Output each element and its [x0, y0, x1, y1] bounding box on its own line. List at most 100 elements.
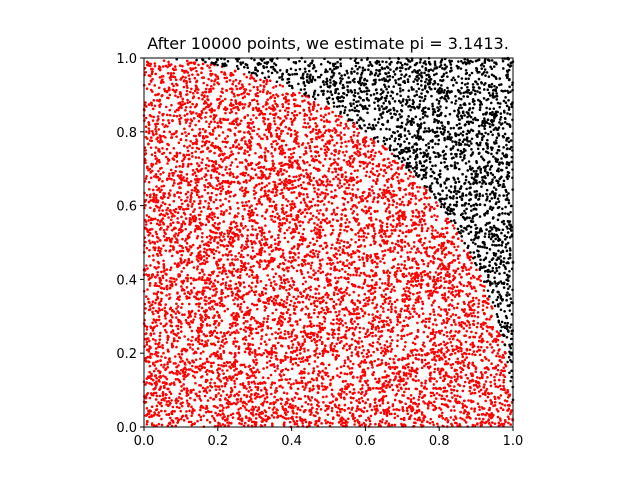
point-inside — [270, 235, 274, 238]
point-inside — [234, 221, 238, 225]
point-inside — [212, 398, 215, 401]
point-inside — [427, 404, 430, 407]
point-inside — [447, 308, 451, 311]
point-inside — [213, 419, 217, 422]
point-inside — [304, 280, 308, 283]
point-inside — [420, 223, 424, 227]
point-inside — [252, 114, 255, 117]
point-inside — [390, 383, 394, 387]
point-inside — [149, 176, 153, 180]
point-inside — [168, 286, 172, 290]
point-inside — [393, 398, 397, 402]
point-outside — [385, 138, 388, 142]
point-inside — [216, 121, 219, 125]
point-inside — [230, 313, 234, 316]
point-inside — [341, 346, 345, 350]
point-inside — [236, 93, 240, 97]
point-inside — [251, 233, 255, 237]
point-inside — [248, 395, 252, 399]
point-inside — [483, 300, 487, 303]
point-outside — [431, 102, 434, 106]
point-inside — [191, 202, 194, 206]
point-inside — [406, 412, 410, 416]
point-inside — [364, 145, 367, 148]
point-outside — [329, 90, 332, 94]
point-outside — [418, 147, 422, 151]
point-inside — [315, 343, 318, 347]
point-inside — [371, 344, 374, 348]
point-inside — [353, 339, 357, 343]
point-inside — [198, 244, 202, 248]
point-inside — [493, 382, 497, 386]
point-outside — [441, 124, 444, 127]
point-inside — [191, 335, 194, 339]
point-inside — [250, 161, 254, 165]
point-inside — [245, 204, 249, 207]
point-inside — [472, 350, 476, 353]
point-inside — [401, 200, 404, 204]
point-inside — [362, 355, 365, 358]
point-inside — [281, 316, 285, 319]
point-outside — [420, 92, 423, 95]
point-inside — [212, 417, 216, 420]
point-inside — [471, 296, 475, 300]
point-inside — [192, 117, 196, 120]
point-inside — [144, 177, 148, 180]
point-inside — [462, 249, 466, 252]
point-inside — [220, 288, 224, 292]
point-inside — [189, 105, 192, 109]
point-inside — [300, 405, 304, 408]
point-inside — [160, 417, 163, 421]
point-inside — [171, 315, 174, 319]
point-inside — [318, 338, 322, 342]
point-inside — [402, 287, 406, 291]
point-inside — [174, 78, 178, 82]
point-inside — [170, 399, 173, 402]
point-inside — [200, 339, 204, 342]
point-outside — [374, 124, 378, 127]
point-outside — [494, 237, 498, 241]
point-outside — [457, 167, 461, 171]
point-inside — [326, 420, 330, 424]
point-inside — [162, 244, 165, 247]
point-inside — [422, 341, 426, 344]
point-inside — [161, 276, 165, 280]
point-inside — [354, 348, 357, 351]
point-inside — [459, 361, 462, 365]
point-inside — [317, 218, 320, 221]
point-inside — [246, 253, 250, 257]
point-inside — [435, 286, 438, 290]
point-inside — [274, 337, 278, 340]
point-inside — [339, 145, 343, 149]
point-inside — [205, 83, 209, 87]
point-inside — [361, 399, 365, 403]
point-inside — [183, 212, 187, 216]
point-outside — [439, 105, 442, 108]
point-inside — [304, 262, 307, 266]
point-outside — [471, 98, 475, 101]
point-inside — [308, 387, 312, 390]
point-inside — [405, 230, 408, 234]
point-inside — [156, 271, 160, 274]
point-inside — [389, 290, 393, 294]
point-inside — [437, 243, 441, 247]
point-inside — [283, 329, 287, 333]
point-inside — [293, 102, 296, 106]
point-outside — [405, 162, 409, 165]
point-outside — [455, 81, 458, 85]
point-inside — [484, 413, 487, 417]
point-outside — [460, 86, 463, 90]
point-inside — [173, 76, 177, 79]
point-inside — [161, 65, 165, 68]
point-inside — [288, 221, 292, 224]
point-inside — [342, 127, 346, 130]
point-inside — [420, 366, 424, 370]
point-inside — [244, 365, 247, 369]
point-inside — [283, 221, 287, 225]
point-inside — [306, 161, 309, 164]
point-inside — [268, 172, 272, 175]
point-outside — [469, 204, 473, 208]
point-inside — [182, 387, 186, 390]
point-inside — [372, 350, 376, 354]
point-inside — [272, 351, 276, 354]
